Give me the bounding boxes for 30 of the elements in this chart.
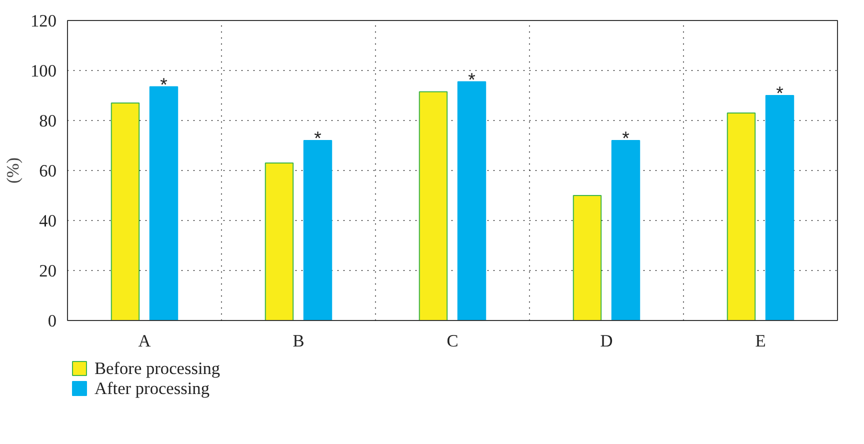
legend-label: After processing [94, 379, 210, 398]
bar [418, 91, 448, 320]
annotation: * [468, 68, 476, 90]
y-tick-label: 100 [30, 62, 57, 80]
bar [611, 140, 640, 320]
y-tick-label: 40 [39, 212, 56, 230]
y-tick-label: 0 [48, 312, 57, 330]
y-tick-label: 120 [30, 12, 57, 30]
bar [149, 86, 178, 320]
legend-label: Before processing [94, 359, 220, 378]
annotation: * [622, 128, 630, 148]
bar [110, 102, 140, 320]
y-axis-title: (%) [4, 157, 23, 184]
bar [765, 95, 794, 320]
x-tick-label: D [600, 332, 613, 350]
bar [726, 112, 756, 320]
bar [457, 81, 486, 320]
bar [303, 140, 332, 320]
y-tick-label: 80 [39, 112, 56, 130]
annotation: * [314, 128, 322, 148]
x-tick-label: B [292, 332, 304, 350]
annotation: * [160, 74, 168, 95]
x-tick-label: A [138, 332, 152, 350]
y-tick-label: 20 [39, 262, 56, 280]
annotation: * [776, 82, 784, 104]
x-tick-label: E [755, 332, 766, 350]
bar [572, 195, 602, 320]
bar [264, 162, 294, 320]
x-tick-label: C [446, 332, 458, 350]
y-tick-label: 60 [39, 162, 56, 180]
